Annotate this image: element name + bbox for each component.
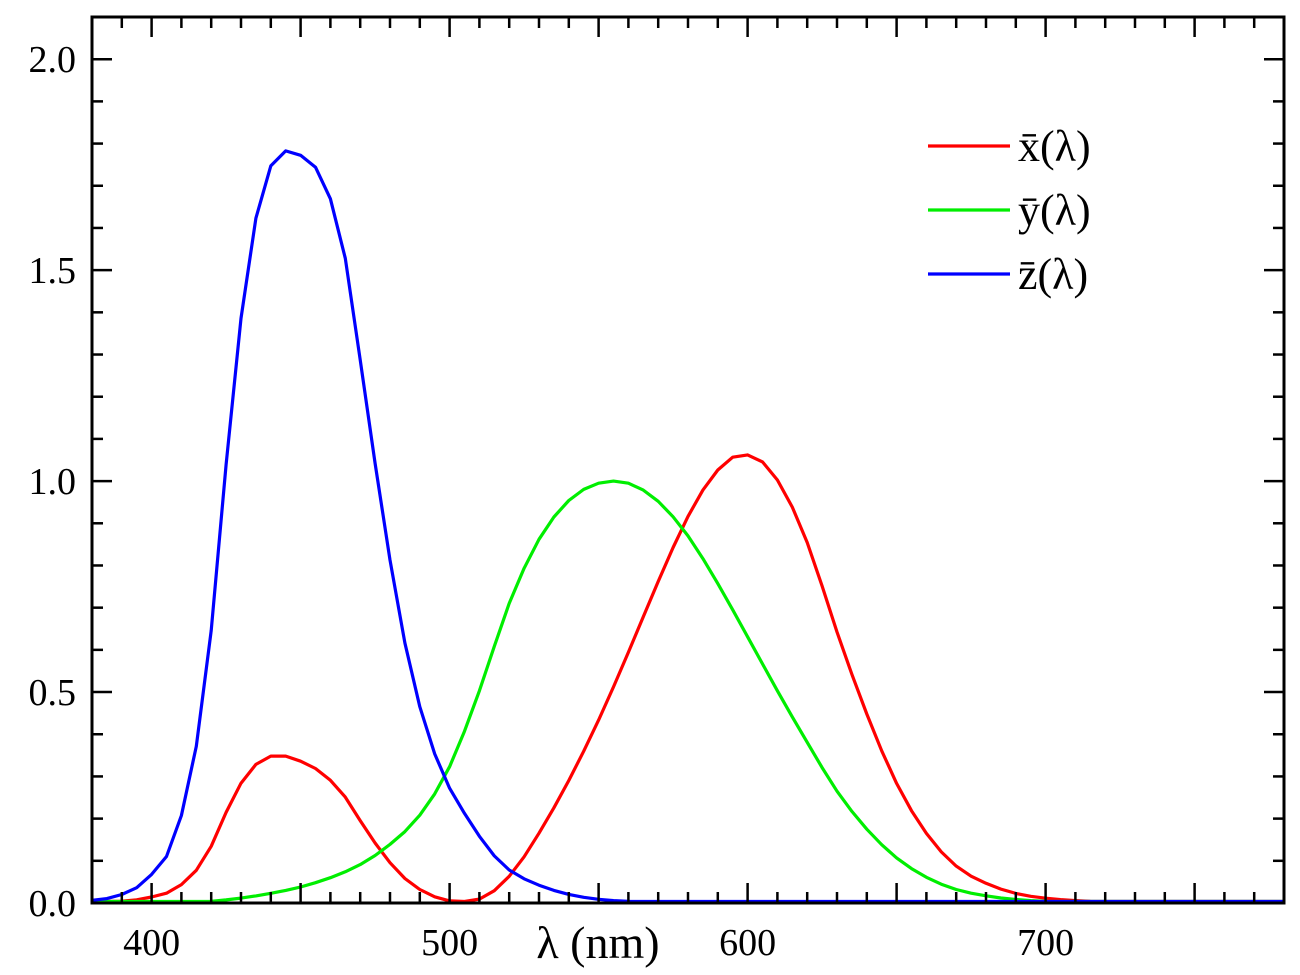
y-tick-label: 0.5 <box>29 672 77 714</box>
tick-labels-layer: 400 500 600 700 0.0 0.5 1.0 1.5 2.0 <box>29 39 1075 964</box>
legend-label-2: z̄(λ) <box>1018 250 1088 299</box>
x-tick-label: 700 <box>1017 922 1074 964</box>
y-tick-label: 0.0 <box>29 883 77 925</box>
legend-label-1: ȳ(λ) <box>1018 186 1091 235</box>
legend-label-0: x̄(λ) <box>1018 122 1091 171</box>
x-tick-label: 600 <box>719 922 776 964</box>
y-tick-label: 2.0 <box>29 39 77 81</box>
plot-frame <box>90 15 1286 905</box>
y-tick-label: 1.5 <box>29 250 77 292</box>
x-tick-label: 500 <box>421 922 478 964</box>
x-axis-label: λ (nm) <box>536 917 659 968</box>
legend: x̄(λ) ȳ(λ) z̄(λ) <box>928 122 1091 299</box>
x-tick-label: 400 <box>123 922 180 964</box>
y-tick-label: 1.0 <box>29 461 77 503</box>
